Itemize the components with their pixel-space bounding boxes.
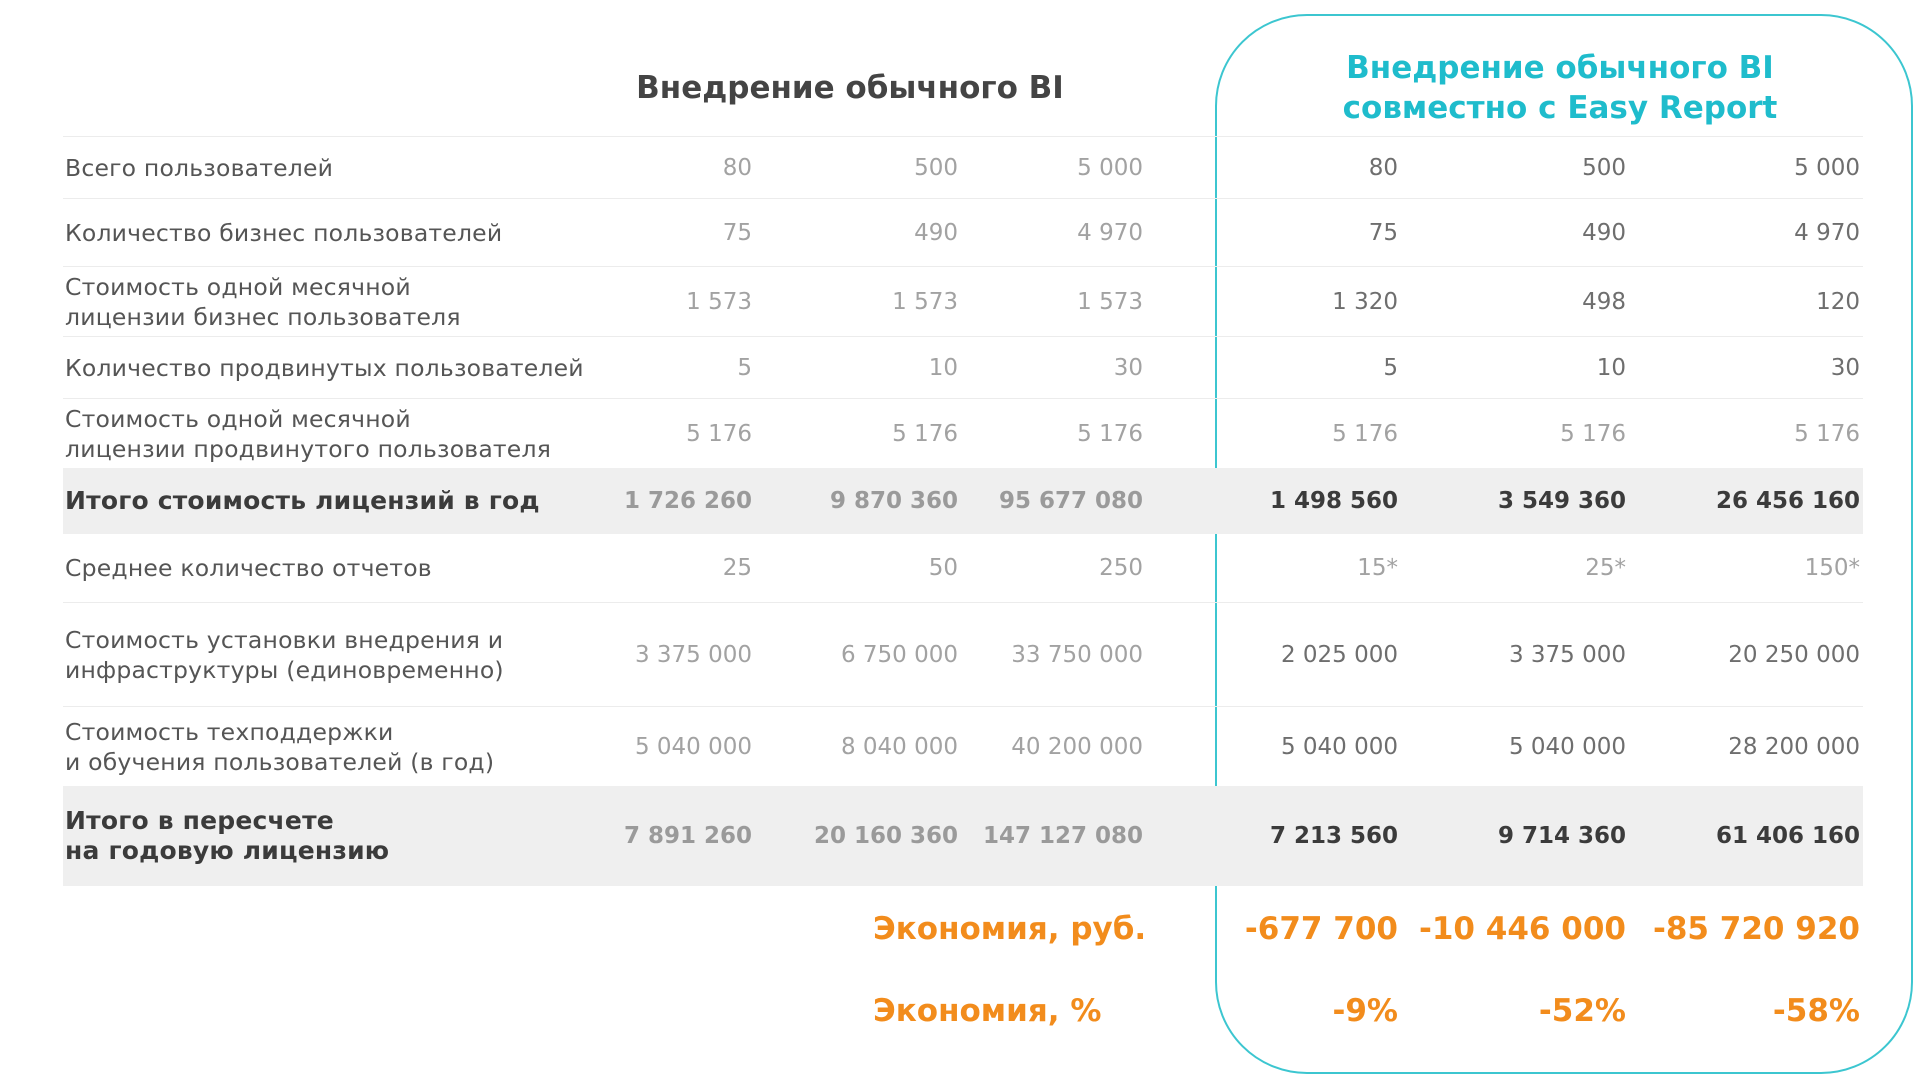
cell-er-500: 498 <box>1582 288 1626 315</box>
cell-std-500: 500 <box>914 154 958 181</box>
savings-percent-500: -52% <box>1538 993 1626 1029</box>
cell-er-500: 9 714 360 <box>1497 823 1626 849</box>
cell-std-500: 5 176 <box>892 420 958 447</box>
cell-er-5000: 4 970 <box>1794 219 1860 246</box>
cell-er-80: 5 <box>1383 354 1398 381</box>
cell-std-5000: 250 <box>1099 555 1143 581</box>
cell-std-5000: 30 <box>1113 354 1143 381</box>
cell-er-5000: 150* <box>1804 555 1860 581</box>
row-total-annual: Итого в пересчете на годовую лицензию 7 … <box>63 786 1863 886</box>
cell-std-80: 75 <box>722 219 752 246</box>
cell-std-500: 50 <box>928 555 958 581</box>
cell-std-500: 1 573 <box>892 288 958 315</box>
cell-std-500: 9 870 360 <box>829 488 958 514</box>
cell-er-80: 75 <box>1368 219 1398 246</box>
cell-er-80: 80 <box>1368 154 1398 181</box>
cell-std-80: 1 573 <box>686 288 752 315</box>
cell-er-5000: 120 <box>1816 288 1860 315</box>
cell-std-5000: 95 677 080 <box>998 488 1143 514</box>
cell-std-5000: 4 970 <box>1077 219 1143 246</box>
cell-std-5000: 1 573 <box>1077 288 1143 315</box>
savings-percent-5000: -58% <box>1772 993 1860 1029</box>
cell-std-80: 80 <box>722 154 752 181</box>
cell-std-80: 5 176 <box>686 420 752 447</box>
cell-std-80: 5 <box>737 354 752 381</box>
cell-std-500: 20 160 360 <box>813 823 958 849</box>
row-total-users: Всего пользователей 80 500 5 000 80 500 … <box>63 136 1863 198</box>
cell-er-80: 1 320 <box>1332 288 1398 315</box>
row-business-users: Количество бизнес пользователей 75 490 4… <box>63 198 1863 266</box>
row-support-cost: Стоимость техподдержки и обучения пользо… <box>63 706 1863 786</box>
cell-er-500: 500 <box>1582 154 1626 181</box>
row-label: Стоимость установки внедрения и инфрастр… <box>65 625 504 684</box>
row-advanced-license-cost: Стоимость одной месячной лицензии продви… <box>63 398 1863 468</box>
row-label: Количество бизнес пользователей <box>65 218 503 247</box>
cell-std-500: 6 750 000 <box>840 641 958 668</box>
row-label: Стоимость одной месячной лицензии бизнес… <box>65 272 461 331</box>
row-total-license-cost: Итого стоимость лицензий в год 1 726 260… <box>63 468 1863 534</box>
savings-percent-label: Экономия, % <box>873 993 1102 1029</box>
cell-std-5000: 33 750 000 <box>1011 641 1143 668</box>
cell-er-5000: 5 000 <box>1794 154 1860 181</box>
savings-rub-500: -10 446 000 <box>1418 911 1626 947</box>
cell-std-5000: 40 200 000 <box>1011 733 1143 760</box>
cell-std-80: 3 375 000 <box>634 641 752 668</box>
row-label: Стоимость техподдержки и обучения пользо… <box>65 717 495 776</box>
cell-std-500: 490 <box>914 219 958 246</box>
cell-er-500: 25* <box>1585 555 1626 581</box>
row-business-license-cost: Стоимость одной месячной лицензии бизнес… <box>63 266 1863 336</box>
cell-er-500: 5 176 <box>1560 420 1626 447</box>
cell-er-5000: 20 250 000 <box>1728 641 1860 668</box>
cell-er-500: 5 040 000 <box>1508 733 1626 760</box>
row-label: Количество продвинутых пользователей <box>65 353 584 382</box>
header-right-line-1: Внедрение обычного BI <box>1346 50 1774 86</box>
cell-er-80: 5 040 000 <box>1280 733 1398 760</box>
row-average-reports: Среднее количество отчетов 25 50 250 15*… <box>63 534 1863 602</box>
cell-std-500: 10 <box>928 354 958 381</box>
cell-std-80: 1 726 260 <box>623 488 752 514</box>
cell-er-500: 490 <box>1582 219 1626 246</box>
cell-er-5000: 61 406 160 <box>1715 823 1860 849</box>
savings-percent-row: Экономия, % -9% -52% -58% <box>63 976 1863 1046</box>
cell-er-5000: 28 200 000 <box>1728 733 1860 760</box>
row-label: Итого в пересчете на годовую лицензию <box>65 806 390 865</box>
cell-std-5000: 5 176 <box>1077 420 1143 447</box>
row-advanced-users: Количество продвинутых пользователей 5 1… <box>63 336 1863 398</box>
easy-report-highlight-frame <box>1215 14 1913 1074</box>
savings-rub-row: Экономия, руб. -677 700 -10 446 000 -85 … <box>63 894 1863 964</box>
row-label: Всего пользователей <box>65 153 334 182</box>
cell-er-500: 3 549 360 <box>1497 488 1626 514</box>
header-standard-bi: Внедрение обычного BI <box>636 70 1064 106</box>
cell-std-80: 25 <box>722 555 752 581</box>
cell-std-80: 7 891 260 <box>623 823 752 849</box>
savings-percent-80: -9% <box>1332 993 1399 1029</box>
header-right-line-2: совместно с Easy Report <box>1342 90 1778 126</box>
savings-rub-label: Экономия, руб. <box>873 911 1147 947</box>
cell-std-5000: 5 000 <box>1077 154 1143 181</box>
cell-er-80: 1 498 560 <box>1269 488 1398 514</box>
cell-er-5000: 5 176 <box>1794 420 1860 447</box>
cell-er-80: 5 176 <box>1332 420 1398 447</box>
cell-er-80: 15* <box>1357 555 1398 581</box>
row-implementation-cost: Стоимость установки внедрения и инфрастр… <box>63 602 1863 706</box>
cell-er-80: 2 025 000 <box>1280 641 1398 668</box>
cell-std-500: 8 040 000 <box>840 733 958 760</box>
cell-er-500: 10 <box>1596 354 1626 381</box>
row-label: Стоимость одной месячной лицензии продви… <box>65 404 552 463</box>
cell-er-5000: 26 456 160 <box>1715 488 1860 514</box>
cell-er-5000: 30 <box>1830 354 1860 381</box>
cell-er-500: 3 375 000 <box>1508 641 1626 668</box>
cell-er-80: 7 213 560 <box>1269 823 1398 849</box>
savings-rub-5000: -85 720 920 <box>1652 911 1860 947</box>
cell-std-80: 5 040 000 <box>634 733 752 760</box>
header-bi-with-easy-report: Внедрение обычного BI совместно с Easy R… <box>1250 48 1870 128</box>
cell-std-5000: 147 127 080 <box>982 823 1143 849</box>
savings-rub-80: -677 700 <box>1244 911 1398 947</box>
row-label: Среднее количество отчетов <box>65 554 432 582</box>
row-label: Итого стоимость лицензий в год <box>65 486 540 515</box>
